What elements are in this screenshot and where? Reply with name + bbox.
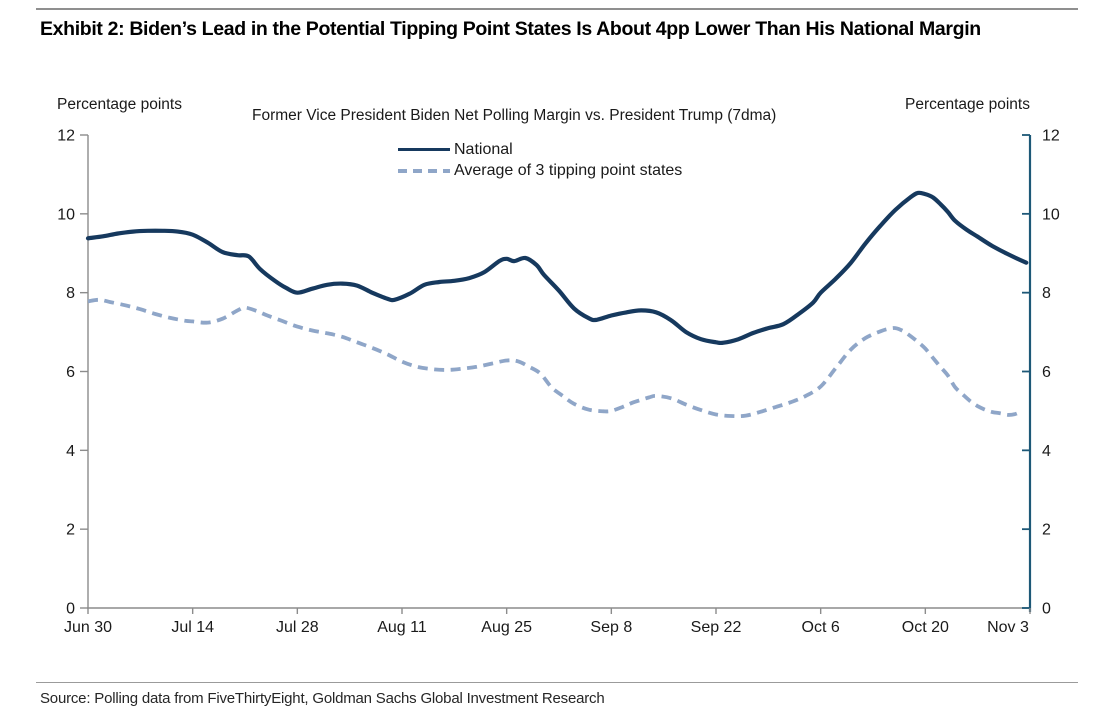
legend-label: Average of 3 tipping point states [454, 161, 683, 179]
series-line-solid [85, 190, 1029, 346]
legend-line-dashed-icon [398, 168, 450, 173]
source-divider [36, 682, 1078, 683]
x-tick-label: Jul 28 [276, 619, 319, 636]
x-tick-label: Oct 6 [802, 619, 840, 636]
x-tick-label: Jul 14 [171, 619, 214, 636]
y-tick-label-left: 8 [66, 285, 75, 302]
exhibit-title: Exhibit 2: Biden’s Lead in the Potential… [40, 18, 981, 40]
y-tick-label-left: 2 [66, 522, 75, 539]
y-tick-label-right: 12 [1042, 128, 1060, 145]
y-tick-label-left: 4 [66, 443, 75, 460]
top-divider [36, 8, 1078, 10]
x-tick-label: Aug 11 [377, 619, 427, 636]
y-tick-label-right: 4 [1042, 443, 1051, 460]
chart-title: Former Vice President Biden Net Polling … [252, 107, 777, 124]
y-tick-label-left: 0 [66, 601, 75, 618]
y-tick-label-left: 10 [57, 206, 75, 223]
legend: National Average of 3 tipping point state… [398, 139, 682, 181]
left-axis-title: Percentage points [57, 96, 182, 113]
series-line-dashed [87, 297, 1024, 419]
source-text: Source: Polling data from FiveThirtyEigh… [40, 690, 605, 707]
legend-item: Average of 3 tipping point states [398, 160, 682, 181]
x-tick-label: Oct 20 [902, 619, 949, 636]
y-tick-label-right: 6 [1042, 364, 1051, 381]
y-tick-label-right: 0 [1042, 601, 1051, 618]
legend-label: National [454, 140, 513, 158]
legend-line-solid-icon [398, 147, 450, 152]
x-tick-label: Aug 25 [481, 619, 532, 636]
y-tick-label-right: 10 [1042, 206, 1060, 223]
x-tick-label: Sep 8 [590, 619, 632, 636]
x-tick-label: Sep 22 [691, 619, 742, 636]
legend-item: National [398, 139, 682, 160]
y-tick-label-left: 6 [66, 364, 75, 381]
y-tick-label-left: 12 [57, 128, 75, 145]
y-tick-label-right: 8 [1042, 285, 1051, 302]
right-axis-title: Percentage points [905, 96, 1030, 113]
x-tick-label: Nov 3 [987, 619, 1029, 636]
y-tick-label-right: 2 [1042, 522, 1051, 539]
x-tick-label: Jun 30 [64, 619, 112, 636]
